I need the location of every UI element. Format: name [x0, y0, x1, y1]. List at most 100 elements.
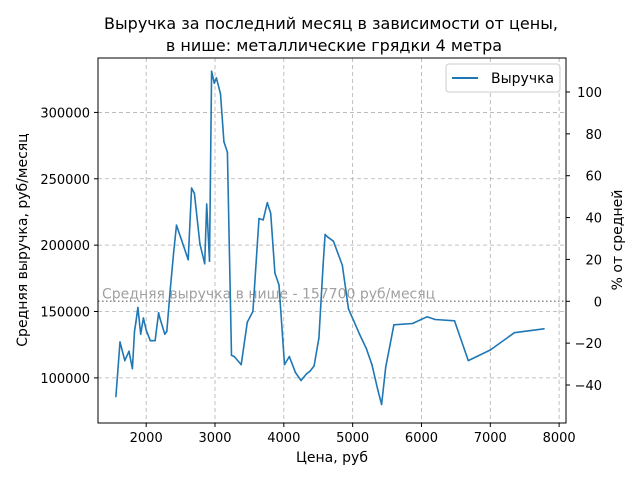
data-point [258, 217, 260, 220]
data-point [318, 337, 320, 339]
data-point [341, 264, 344, 266]
data-point [164, 333, 166, 335]
y-tick-label: 300000 [40, 106, 90, 121]
data-point [199, 243, 201, 245]
y-tick-label: 150000 [40, 306, 90, 321]
data-point [266, 201, 269, 204]
data-point [434, 318, 437, 321]
y-axis-left: 100000 150000 200000 250000 300000 [40, 106, 98, 387]
y2-tick-label: 60 [585, 170, 602, 185]
data-point [365, 347, 368, 350]
data-point [124, 359, 126, 362]
data-point [274, 272, 276, 274]
data-point [215, 77, 218, 79]
data-point [347, 308, 350, 310]
data-point [453, 320, 456, 322]
x-tick-label: 2000 [130, 431, 163, 446]
data-point [489, 349, 492, 351]
y-tick-label: 250000 [40, 173, 90, 188]
y-axis-right: −40 −20 0 20 40 60 80 100 [566, 86, 602, 394]
data-point [210, 70, 213, 73]
data-point [133, 330, 136, 333]
y-axis-label: Средняя выручка, руб/месяц [15, 133, 31, 346]
y2-tick-label: −20 [575, 337, 602, 352]
data-point [131, 367, 134, 370]
data-point [190, 187, 193, 189]
data-point [226, 151, 229, 153]
data-point [313, 365, 315, 367]
data-point [219, 93, 222, 95]
data-point [246, 321, 249, 323]
data-point [327, 236, 329, 238]
data-point [322, 264, 324, 266]
data-point [371, 363, 373, 366]
data-point [332, 240, 335, 242]
x-tick-label: 3000 [198, 431, 231, 446]
data-point [300, 379, 302, 382]
y2-tick-label: 40 [585, 212, 602, 227]
data-point [278, 284, 280, 286]
data-point [380, 403, 383, 406]
data-point [139, 333, 142, 335]
series-line-revenue [115, 70, 545, 406]
data-point [149, 339, 152, 342]
data-point [324, 233, 326, 236]
average-label: Средняя выручка в нише - 157700 руб/меся… [102, 286, 435, 302]
data-point [203, 262, 206, 265]
data-point [187, 258, 189, 261]
data-point [205, 203, 208, 205]
plot-frame [97, 57, 567, 424]
data-point [157, 312, 160, 314]
data-point [119, 341, 121, 343]
y2-axis-label: % от средней [610, 190, 626, 291]
data-point [240, 363, 242, 366]
data-point [115, 395, 117, 398]
data-point [384, 366, 387, 369]
chart-title-line2: в нише: металлические грядки 4 метра [166, 36, 502, 55]
y2-tick-label: 100 [577, 86, 602, 101]
data-point [283, 363, 286, 366]
chart-title-line1: Выручка за последний месяц в зависимости… [104, 14, 558, 33]
data-point [223, 140, 225, 143]
x-tick-label: 4000 [267, 431, 300, 446]
y-tick-label: 200000 [40, 239, 90, 254]
data-point [128, 350, 130, 353]
y2-tick-label: 20 [585, 253, 602, 268]
y-tick-label: 100000 [40, 372, 90, 387]
x-tick-label: 6000 [405, 431, 438, 446]
data-point [208, 260, 211, 262]
data-point [309, 370, 311, 373]
data-point [137, 306, 139, 309]
legend: Выручка [445, 63, 561, 93]
x-tick-label: 5000 [336, 431, 369, 446]
data-point [135, 321, 137, 323]
x-axis: 2000 3000 4000 5000 6000 7000 8000 [130, 423, 576, 446]
data-point [179, 236, 182, 238]
series-layer [115, 70, 545, 406]
y2-tick-label: 80 [585, 128, 602, 143]
legend-label-revenue: Выручка [491, 71, 554, 87]
data-point [294, 371, 297, 374]
data-point [288, 355, 291, 358]
data-point [393, 324, 395, 326]
data-point [233, 355, 236, 358]
data-point [269, 212, 272, 215]
data-point [172, 251, 175, 253]
data-point [513, 331, 516, 334]
data-point [193, 192, 196, 195]
data-point [230, 354, 233, 357]
x-tick-label: 7000 [474, 431, 507, 446]
data-point [467, 359, 470, 362]
y2-tick-label: 0 [594, 295, 602, 310]
data-point [411, 322, 414, 325]
legend-box [445, 63, 561, 93]
x-axis-label: Цена, руб [296, 450, 368, 466]
data-point [262, 219, 265, 221]
data-point [358, 333, 361, 335]
data-point [426, 316, 428, 318]
average-layer: Средняя выручка в нише - 157700 руб/меся… [98, 286, 566, 302]
data-point [175, 224, 178, 226]
data-point [543, 328, 545, 330]
data-point [305, 373, 308, 375]
